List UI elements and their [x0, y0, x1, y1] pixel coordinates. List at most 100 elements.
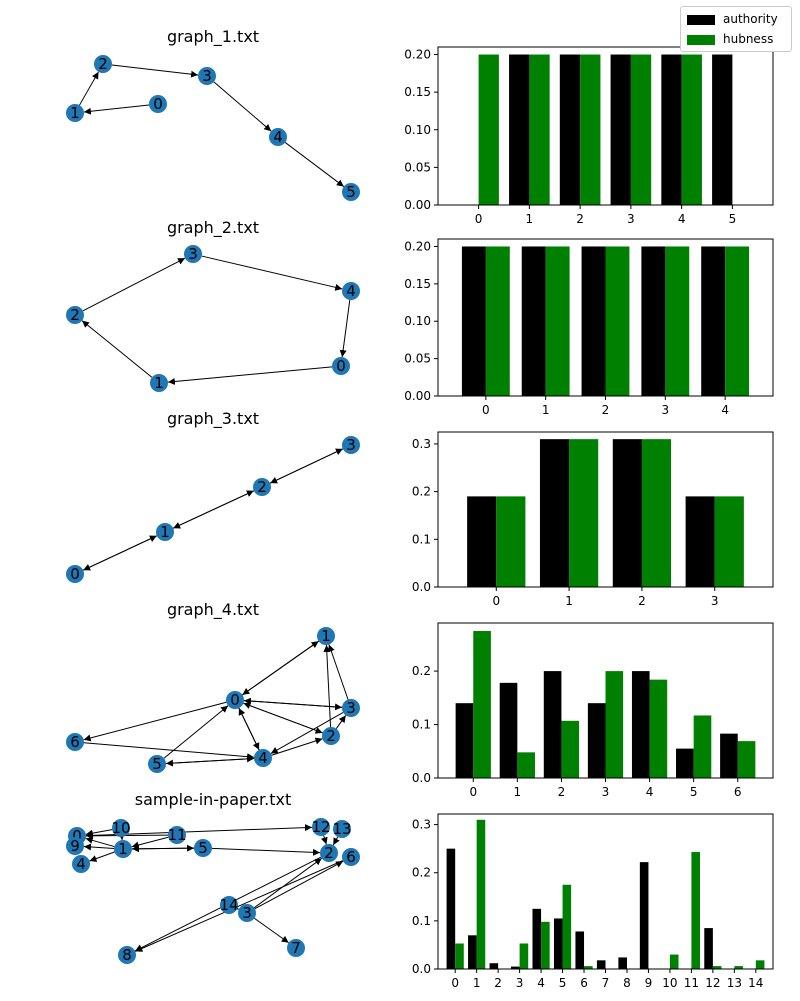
x-tick-label: 3	[711, 594, 719, 608]
graph-node	[114, 840, 132, 858]
graph-node-label: 1	[321, 627, 331, 645]
graph-node	[94, 55, 112, 73]
graph-edge	[335, 715, 347, 729]
graph-node	[184, 245, 202, 263]
bar-hubness	[562, 884, 572, 969]
graph-node	[66, 306, 84, 324]
graph-node	[226, 691, 244, 709]
x-tick-label: 1	[526, 212, 534, 226]
graph-edge	[83, 742, 255, 761]
graph-node-label: 2	[257, 478, 267, 496]
y-tick-label: 0.2	[412, 866, 431, 880]
bar-authority	[553, 918, 563, 969]
graph-node-label: 0	[230, 691, 240, 709]
bar-hubness	[455, 943, 464, 969]
graph-node	[66, 104, 84, 122]
graph-edge	[230, 903, 239, 910]
graph-node-label: 1	[154, 374, 164, 392]
graph-edge	[172, 490, 255, 529]
graph-edge	[254, 917, 289, 944]
y-tick-label: 0.3	[412, 818, 431, 832]
bar-chart-3: 0 1 2 3 0.0 0.1 0.2 0.3	[412, 431, 774, 608]
graph-node-label: 0	[72, 827, 82, 845]
bar-hubness	[681, 54, 702, 206]
legend-item-hubness: hubness	[687, 31, 773, 47]
x-tick-label: 2	[576, 212, 584, 226]
x-tick-label: 7	[602, 976, 610, 990]
bar-authority	[581, 246, 606, 396]
graph-node-label: 3	[202, 67, 212, 85]
bar-authority	[521, 246, 546, 396]
y-tick-label: 0.10	[404, 314, 431, 328]
graph-node-label: 4	[76, 855, 86, 873]
graph-edge	[320, 835, 328, 845]
bar-hubness	[737, 741, 756, 778]
bar-authority	[468, 935, 477, 969]
bar-chart-1: 0 1 2 3 4 5 0.00 0.05 0.10 0.15 0.20	[404, 46, 774, 226]
graph-node-label: 10	[111, 819, 130, 837]
graph-node-label: 12	[311, 818, 330, 836]
graph-node-label: 3	[242, 904, 252, 922]
graph-node-label: 3	[346, 699, 356, 717]
graph-edge	[89, 851, 115, 862]
legend-swatch-hubness	[687, 34, 715, 45]
graph-node-label: 0	[153, 95, 163, 113]
x-tick-label: 0	[475, 212, 483, 226]
graph-node	[168, 826, 186, 844]
graph-edge	[254, 860, 344, 910]
graph-edge	[79, 71, 99, 106]
y-tick-label: 0.2	[412, 485, 431, 499]
bar-hubness	[584, 966, 593, 969]
bar-authority	[612, 439, 642, 587]
graph-edge	[269, 448, 344, 484]
graph-edge	[85, 836, 115, 848]
graph-node	[312, 818, 330, 836]
x-tick-label: 0	[482, 403, 490, 417]
graph-node-label: 2	[70, 306, 80, 324]
graph-node-label: 0	[336, 357, 346, 375]
graph-node-label: 6	[70, 733, 80, 751]
bar-authority	[509, 54, 530, 206]
graph-edge	[111, 64, 199, 78]
x-tick-label: 5	[559, 976, 567, 990]
graph-node	[66, 733, 84, 751]
graph-node	[198, 67, 216, 85]
graph-node-label: 2	[98, 55, 108, 73]
graph-node	[342, 183, 360, 201]
graph-edge	[85, 832, 169, 840]
y-tick-label: 0.2	[412, 664, 431, 678]
graph-edge	[253, 857, 323, 909]
graph-edge	[243, 697, 343, 708]
graph-node-label: 5	[346, 183, 356, 201]
bar-hubness	[496, 496, 526, 587]
bar-authority	[489, 963, 499, 969]
bar-authority	[455, 703, 474, 778]
bar-authority	[639, 862, 649, 969]
graph-node	[150, 374, 168, 392]
graph-edge	[165, 755, 255, 764]
graph-edge	[327, 644, 349, 700]
graph-edge	[270, 712, 344, 754]
y-tick-label: 0.05	[404, 352, 431, 366]
x-tick-label: 3	[602, 785, 610, 799]
y-tick-label: 0.3	[412, 437, 431, 451]
graph-node-label: 4	[258, 749, 268, 767]
graph-edge	[238, 707, 260, 751]
bar-hubness	[693, 715, 712, 778]
x-tick-label: 4	[646, 785, 654, 799]
graph-edge	[201, 255, 343, 291]
x-tick-label: 10	[662, 976, 677, 990]
graph-edge	[131, 836, 169, 849]
graph-edge	[82, 257, 186, 312]
bar-authority	[618, 957, 627, 969]
x-tick-label: 6	[734, 785, 742, 799]
graph-edge	[243, 702, 323, 734]
bar-authority	[701, 246, 726, 396]
x-tick-label: 0	[469, 785, 477, 799]
bar-authority	[610, 54, 631, 206]
y-tick-label: 0.15	[404, 85, 431, 99]
bar-authority	[685, 496, 715, 587]
graph-edge	[81, 320, 153, 378]
legend-label-hubness: hubness	[723, 32, 774, 46]
